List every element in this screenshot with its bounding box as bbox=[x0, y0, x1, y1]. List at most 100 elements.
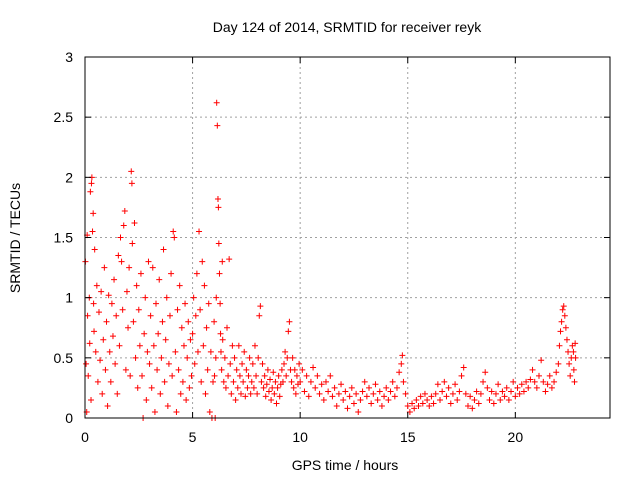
data-point bbox=[531, 378, 538, 385]
data-point bbox=[125, 324, 132, 331]
data-point bbox=[145, 258, 152, 265]
data-point bbox=[113, 312, 120, 319]
data-point bbox=[134, 384, 141, 391]
data-point bbox=[131, 220, 138, 227]
data-point bbox=[346, 393, 353, 400]
y-axis-ticks: 0 0.5 1 1.5 2 2.5 3 bbox=[54, 49, 610, 426]
data-point bbox=[372, 381, 379, 388]
data-point bbox=[235, 342, 242, 349]
data-point bbox=[400, 378, 407, 385]
data-point bbox=[452, 381, 459, 388]
data-point bbox=[190, 294, 197, 301]
data-point bbox=[305, 393, 312, 400]
data-point bbox=[316, 390, 323, 397]
data-point bbox=[434, 381, 441, 388]
data-point bbox=[259, 360, 266, 367]
data-point bbox=[187, 336, 194, 343]
data-point bbox=[204, 366, 211, 373]
data-point bbox=[426, 402, 433, 409]
data-point bbox=[469, 405, 476, 412]
data-point bbox=[153, 300, 160, 307]
data-point bbox=[421, 390, 428, 397]
data-point bbox=[398, 360, 405, 367]
y-tick-label: 0.5 bbox=[54, 350, 74, 366]
data-point bbox=[200, 342, 207, 349]
data-point bbox=[171, 234, 178, 241]
data-point bbox=[86, 340, 93, 347]
data-point bbox=[229, 342, 236, 349]
data-point bbox=[307, 378, 314, 385]
data-point bbox=[399, 352, 406, 359]
data-point bbox=[95, 309, 102, 316]
data-point bbox=[247, 390, 254, 397]
data-point bbox=[217, 330, 224, 337]
data-point bbox=[146, 360, 153, 367]
data-point bbox=[253, 372, 260, 379]
data-point bbox=[196, 228, 203, 235]
data-point bbox=[338, 381, 345, 388]
data-point bbox=[385, 396, 392, 403]
data-point bbox=[232, 396, 239, 403]
data-point bbox=[245, 372, 252, 379]
data-point bbox=[404, 402, 411, 409]
data-point bbox=[527, 376, 534, 383]
data-point bbox=[214, 195, 221, 202]
data-point bbox=[154, 366, 161, 373]
data-point bbox=[523, 378, 530, 385]
data-point bbox=[262, 393, 269, 400]
data-point bbox=[279, 378, 286, 385]
data-point bbox=[128, 168, 135, 175]
data-point bbox=[94, 378, 101, 385]
data-point bbox=[105, 292, 112, 299]
data-point bbox=[219, 336, 226, 343]
y-tick-label: 2.5 bbox=[54, 109, 74, 125]
data-point bbox=[115, 252, 122, 259]
data-point bbox=[214, 122, 221, 129]
data-point bbox=[445, 384, 452, 391]
data-point bbox=[335, 390, 342, 397]
data-point bbox=[142, 294, 149, 301]
x-axis-label: GPS time / hours bbox=[292, 457, 399, 473]
data-point bbox=[123, 288, 130, 295]
data-point bbox=[314, 372, 321, 379]
data-point bbox=[540, 378, 547, 385]
data-point bbox=[222, 384, 229, 391]
data-point bbox=[255, 354, 262, 361]
data-point bbox=[441, 378, 448, 385]
data-point bbox=[533, 384, 540, 391]
data-point bbox=[217, 300, 224, 307]
y-tick-label: 1 bbox=[65, 290, 73, 306]
data-point bbox=[201, 282, 208, 289]
data-point bbox=[437, 396, 444, 403]
data-point bbox=[263, 381, 270, 388]
data-point bbox=[107, 378, 114, 385]
data-point bbox=[91, 246, 98, 253]
data-point bbox=[215, 240, 222, 247]
data-point bbox=[389, 378, 396, 385]
data-point bbox=[525, 384, 532, 391]
data-point bbox=[456, 388, 463, 395]
data-point bbox=[126, 264, 133, 271]
data-point bbox=[357, 396, 364, 403]
data-point bbox=[205, 300, 212, 307]
data-point bbox=[130, 318, 137, 325]
data-point bbox=[571, 378, 578, 385]
data-point bbox=[132, 354, 139, 361]
data-point bbox=[149, 264, 156, 271]
data-point bbox=[320, 396, 327, 403]
data-point bbox=[106, 348, 113, 355]
data-point bbox=[376, 388, 383, 395]
data-point bbox=[175, 366, 182, 373]
data-point bbox=[197, 306, 204, 313]
data-point bbox=[391, 393, 398, 400]
x-axis-ticks: 0 5 10 15 20 bbox=[81, 57, 523, 445]
data-point bbox=[236, 372, 243, 379]
data-point bbox=[83, 360, 90, 367]
y-tick-label: 2 bbox=[65, 169, 73, 185]
data-point bbox=[104, 402, 111, 409]
data-point bbox=[254, 390, 261, 397]
data-point bbox=[544, 381, 551, 388]
data-point bbox=[227, 360, 234, 367]
data-point bbox=[212, 354, 219, 361]
chart-title: Day 124 of 2014, SRMTID for receiver rey… bbox=[213, 19, 482, 35]
